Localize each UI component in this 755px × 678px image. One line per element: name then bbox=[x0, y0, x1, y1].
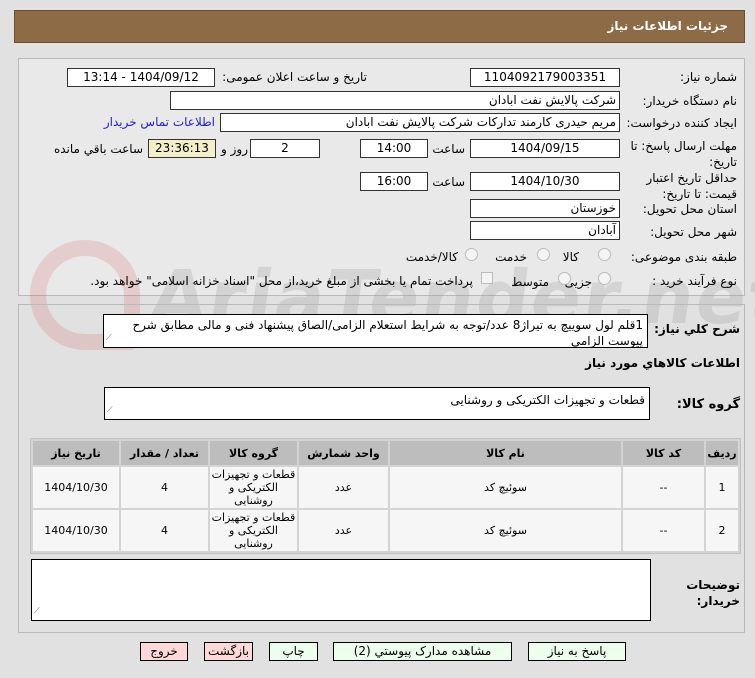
announce-label: تاریخ و ساعت اعلان عمومی: bbox=[222, 70, 367, 84]
cell-qty: 4 bbox=[121, 467, 208, 508]
cell-code: -- bbox=[623, 510, 704, 551]
deadline-time-field[interactable]: 14:00 bbox=[360, 139, 428, 158]
province-label: استان محل تحویل: bbox=[642, 202, 737, 216]
col-unit: واحد شمارش bbox=[299, 441, 388, 465]
deadline-time-label: ساعت bbox=[432, 142, 465, 156]
process-option-minor: جزیی bbox=[564, 275, 592, 289]
deadline-date-field[interactable]: 1404/09/15 bbox=[470, 139, 620, 158]
validity-time-label: ساعت bbox=[432, 175, 465, 189]
cell-row: 2 bbox=[706, 510, 738, 551]
cell-code: -- bbox=[623, 467, 704, 508]
col-date: تاریخ نیاز bbox=[33, 441, 119, 465]
process-option-medium: متوسط bbox=[511, 275, 549, 289]
goods-table: ردیف کد کالا نام کالا واحد شمارش گروه کا… bbox=[30, 438, 741, 554]
process-radio-minor[interactable] bbox=[598, 272, 611, 285]
category-label: طبقه بندی موضوعی: bbox=[630, 250, 737, 264]
countdown-field: 23:36:13 bbox=[148, 139, 216, 158]
cell-group: قطعات و تجهیزات الکتریکی و روشنایی bbox=[210, 510, 297, 551]
back-button[interactable]: بازگشت bbox=[204, 642, 253, 661]
goods-panel bbox=[18, 304, 745, 633]
col-code: کد کالا bbox=[623, 441, 704, 465]
province-field[interactable]: خوزستان bbox=[470, 199, 620, 218]
description-label: شرح کلي نياز: bbox=[654, 322, 740, 336]
buyer-contact-link[interactable]: اطلاعات تماس خریدار bbox=[103, 115, 215, 129]
cell-unit: عدد bbox=[299, 467, 388, 508]
col-group: گروه کالا bbox=[210, 441, 297, 465]
attachments-button[interactable]: مشاهده مدارک پیوستي (2) bbox=[333, 642, 512, 661]
treasury-checkbox[interactable] bbox=[481, 272, 493, 284]
creator-field[interactable]: مریم حیدری کارمند تدارکات شرکت پالایش نف… bbox=[220, 113, 620, 132]
cell-date: 1404/10/30 bbox=[33, 510, 119, 551]
buyer-org-label: نام دستگاه خریدار: bbox=[642, 94, 738, 108]
validity-label: حداقل تاریخ اعتبار قیمت: تا تاریخ: bbox=[646, 171, 737, 201]
city-field[interactable]: آبادان bbox=[470, 221, 620, 240]
cell-group: قطعات و تجهیزات الکتریکی و روشنایی bbox=[210, 467, 297, 508]
category-option-goods: کالا bbox=[562, 250, 579, 264]
cell-row: 1 bbox=[706, 467, 738, 508]
creator-label: ایجاد کننده درخواست: bbox=[626, 116, 737, 130]
cell-qty: 4 bbox=[121, 510, 208, 551]
col-name: نام کالا bbox=[390, 441, 621, 465]
process-label: نوع فرآیند خرید : bbox=[652, 274, 737, 288]
process-radio-medium[interactable] bbox=[558, 272, 571, 285]
group-label: گروه کالا: bbox=[676, 397, 740, 412]
cell-unit: عدد bbox=[299, 510, 388, 551]
goods-info-title: اطلاعات کالاهاي مورد نياز bbox=[585, 356, 740, 370]
category-radio-goods[interactable] bbox=[598, 248, 611, 261]
deadline-label: مهلت ارسال پاسخ: تا تاریخ: bbox=[630, 139, 737, 169]
category-radio-service[interactable] bbox=[537, 248, 550, 261]
category-option-both: کالا/خدمت bbox=[405, 250, 458, 264]
table-row: 1 -- سوئیچ کد عدد قطعات و تجهیزات الکتری… bbox=[33, 467, 738, 508]
need-number-field[interactable]: 1104092179003351 bbox=[470, 68, 620, 87]
city-label: شهر محل تحویل: bbox=[650, 225, 737, 239]
days-field[interactable]: 2 bbox=[250, 139, 320, 158]
remaining-label: ساعت باقي مانده bbox=[53, 142, 143, 156]
col-qty: تعداد / مقدار bbox=[121, 441, 208, 465]
days-label: روز و bbox=[221, 142, 248, 156]
table-header-row: ردیف کد کالا نام کالا واحد شمارش گروه کا… bbox=[33, 441, 738, 465]
description-text: 1قلم لول سوییچ به تیراژ8 عدد/توجه به شرا… bbox=[132, 318, 643, 348]
group-text: قطعات و تجهیزات الکتریکی و روشنایی bbox=[450, 393, 645, 407]
exit-button[interactable]: خروج bbox=[140, 642, 188, 661]
page-title: جزئیات اطلاعات نیاز bbox=[607, 19, 728, 33]
page-header: جزئیات اطلاعات نیاز bbox=[14, 10, 745, 43]
category-radio-both[interactable] bbox=[465, 248, 478, 261]
buyer-notes-label: توضیحات خریدار: bbox=[686, 578, 740, 608]
cell-name: سوئیچ کد bbox=[390, 510, 621, 551]
validity-time-field[interactable]: 16:00 bbox=[360, 172, 428, 191]
description-textarea[interactable]: 1قلم لول سوییچ به تیراژ8 عدد/توجه به شرا… bbox=[103, 314, 648, 348]
announce-field[interactable]: 1404/09/12 - 13:14 bbox=[67, 68, 215, 87]
group-textarea[interactable]: قطعات و تجهیزات الکتریکی و روشنایی ⟍ bbox=[104, 387, 650, 420]
col-row: ردیف bbox=[706, 441, 738, 465]
buyer-notes-textarea[interactable]: ⟍ bbox=[31, 559, 651, 621]
need-number-label: شماره نیاز: bbox=[680, 70, 737, 84]
reply-button[interactable]: پاسخ به نیاز bbox=[528, 642, 626, 661]
category-option-service: خدمت bbox=[495, 250, 527, 264]
table-row: 2 -- سوئیچ کد عدد قطعات و تجهیزات الکتری… bbox=[33, 510, 738, 551]
cell-name: سوئیچ کد bbox=[390, 467, 621, 508]
print-button[interactable]: چاپ bbox=[269, 642, 318, 661]
payment-note: پرداخت تمام یا بخشی از مبلغ خرید،از محل … bbox=[90, 274, 473, 288]
cell-date: 1404/10/30 bbox=[33, 467, 119, 508]
validity-date-field[interactable]: 1404/10/30 bbox=[470, 172, 620, 191]
buyer-org-field[interactable]: شرکت پالایش نفت ابادان bbox=[170, 91, 620, 110]
